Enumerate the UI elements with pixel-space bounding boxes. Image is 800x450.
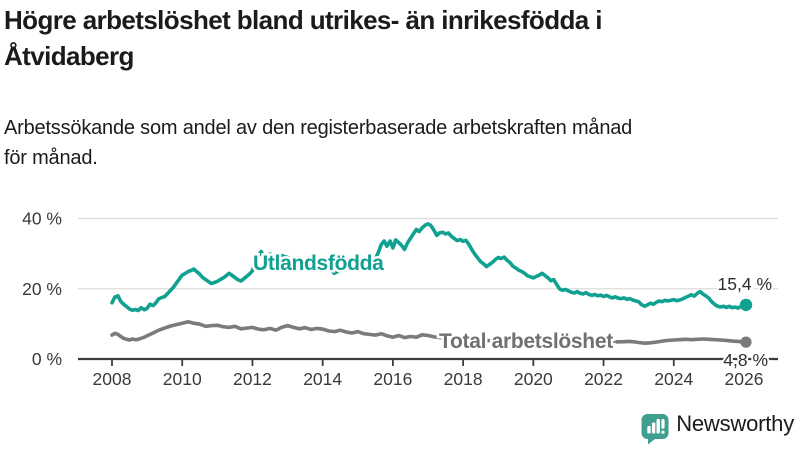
- series-line-total-arbetsloshet: [110, 319, 746, 346]
- x-tick-label-2012: 2012: [233, 369, 272, 389]
- x-tick-label-2026: 2026: [725, 369, 764, 389]
- x-tick-label-2024: 2024: [654, 369, 693, 389]
- newsworthy-wordmark: Newsworthy: [676, 411, 794, 436]
- y-tick-label-40: 40 %: [22, 209, 62, 229]
- series-line-utlandsfodda: [110, 222, 746, 313]
- x-tick-label-2016: 2016: [373, 369, 412, 389]
- end-value-label-total-arbetsloshet: 4,8 %: [723, 350, 768, 370]
- x-tick-label-2008: 2008: [93, 369, 132, 389]
- x-tick-label-2020: 2020: [514, 369, 553, 389]
- x-tick-label-2010: 2010: [163, 369, 202, 389]
- y-tick-label-20: 20 %: [22, 279, 62, 299]
- series-label-utlandsfodda: Utlandsfödda: [253, 252, 384, 275]
- chart-subtitle: Arbetssökande som andel av den registerb…: [4, 113, 784, 173]
- end-dot-total-arbetsloshet: [740, 336, 752, 348]
- x-tick-label-2018: 2018: [444, 369, 483, 389]
- end-dot-utlandsfodda: [739, 298, 753, 312]
- page-title: Högre arbetslöshet bland utrikes- än inr…: [4, 2, 784, 74]
- x-tick-label-2014: 2014: [303, 369, 342, 389]
- x-tick-label-2022: 2022: [584, 369, 623, 389]
- y-tick-label-0: 0 %: [32, 349, 62, 369]
- subtitle-line-2: för månad.: [4, 147, 98, 169]
- subtitle-line-1: Arbetssökande som andel av den registerb…: [4, 117, 633, 139]
- bar-chart-speech-bubble-icon: [641, 414, 669, 445]
- end-value-label-utlandsfodda: 15,4 %: [718, 274, 772, 294]
- title-line-2: Åtvidaberg: [4, 41, 134, 71]
- title-line-1: Högre arbetslöshet bland utrikes- än inr…: [4, 5, 602, 35]
- series-label-total-arbetsloshet: Total arbetslöshet: [439, 330, 613, 353]
- newsworthy-logo: Newsworthy: [641, 411, 794, 445]
